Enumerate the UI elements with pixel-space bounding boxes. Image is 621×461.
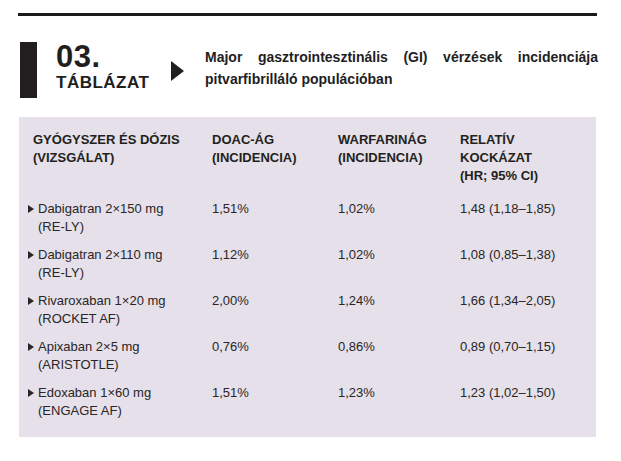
pointer-triangle-icon <box>171 61 184 81</box>
drug-cell: Apixaban 2×5 mg (ARISTOTLE) <box>33 338 212 374</box>
drug-name: Edoxaban 1×60 mg <box>38 384 151 402</box>
warfarin-value: 1,24% <box>338 292 460 328</box>
drug-name: Dabigatran 2×150 mg <box>38 200 163 218</box>
drug-name: Rivaroxaban 1×20 mg <box>38 292 166 310</box>
warfarin-value: 0,86% <box>338 338 460 374</box>
data-table: GYÓGYSZER ÉS DÓZIS (VIZSGÁLAT) DOAC-ÁG (… <box>19 117 596 437</box>
row-bullet-icon <box>28 389 34 397</box>
study-name: (RE-LY) <box>33 218 212 236</box>
top-divider <box>18 13 597 16</box>
doac-value: 1,51% <box>212 384 338 420</box>
row-bullet-icon <box>28 297 34 305</box>
drug-cell: Dabigatran 2×150 mg (RE-LY) <box>33 200 212 236</box>
table-title-line1: Major gasztrointesztinális (GI) vérzések… <box>205 46 598 68</box>
col-header-doac: DOAC-ÁG (INCIDENCIA) <box>212 131 338 185</box>
table-row: Dabigatran 2×110 mg (RE-LY) 1,12% 1,02% … <box>33 246 596 282</box>
warfarin-value: 1,23% <box>338 384 460 420</box>
drug-cell: Dabigatran 2×110 mg (RE-LY) <box>33 246 212 282</box>
warfarin-value: 1,02% <box>338 246 460 282</box>
drug-name: Apixaban 2×5 mg <box>38 338 140 356</box>
relative-risk-value: 1,23 (1,02–1,50) <box>460 384 596 420</box>
relative-risk-value: 1,08 (0,85–1,38) <box>460 246 596 282</box>
row-bullet-icon <box>28 251 34 259</box>
relative-risk-value: 0,89 (0,70–1,15) <box>460 338 596 374</box>
table-row: Edoxaban 1×60 mg (ENGAGE AF) 1,51% 1,23%… <box>33 384 596 420</box>
row-bullet-icon <box>28 205 34 213</box>
table-label: TÁBLÁZAT <box>56 74 149 92</box>
table-title: Major gasztrointesztinális (GI) vérzések… <box>205 46 598 90</box>
doac-value: 1,51% <box>212 200 338 236</box>
table-label-bar <box>20 42 37 98</box>
table-header-row: GYÓGYSZER ÉS DÓZIS (VIZSGÁLAT) DOAC-ÁG (… <box>33 131 596 185</box>
warfarin-value: 1,02% <box>338 200 460 236</box>
table-title-line2: pitvarfibrilláló populációban <box>205 68 598 90</box>
row-bullet-icon <box>28 343 34 351</box>
study-name: (RE-LY) <box>33 264 212 282</box>
table-number: 03. <box>56 41 101 72</box>
table-row: Apixaban 2×5 mg (ARISTOTLE) 0,76% 0,86% … <box>33 338 596 374</box>
drug-cell: Edoxaban 1×60 mg (ENGAGE AF) <box>33 384 212 420</box>
col-header-warfarin: WARFARINÁG (INCIDENCIA) <box>338 131 460 185</box>
col-header-drug: GYÓGYSZER ÉS DÓZIS (VIZSGÁLAT) <box>33 131 212 185</box>
study-name: (ENGAGE AF) <box>33 402 212 420</box>
doac-value: 2,00% <box>212 292 338 328</box>
drug-name: Dabigatran 2×110 mg <box>38 246 162 264</box>
col-header-relative-risk: RELATÍV KOCKÁZAT (HR; 95% CI) <box>460 131 596 185</box>
study-name: (ARISTOTLE) <box>33 356 212 374</box>
doac-value: 1,12% <box>212 246 338 282</box>
page: 03. TÁBLÁZAT Major gasztrointesztinális … <box>0 0 621 461</box>
relative-risk-value: 1,48 (1,18–1,85) <box>460 200 596 236</box>
relative-risk-value: 1,66 (1,34–2,05) <box>460 292 596 328</box>
study-name: (ROCKET AF) <box>33 310 212 328</box>
doac-value: 0,76% <box>212 338 338 374</box>
drug-cell: Rivaroxaban 1×20 mg (ROCKET AF) <box>33 292 212 328</box>
table-row: Dabigatran 2×150 mg (RE-LY) 1,51% 1,02% … <box>33 200 596 236</box>
table-row: Rivaroxaban 1×20 mg (ROCKET AF) 2,00% 1,… <box>33 292 596 328</box>
